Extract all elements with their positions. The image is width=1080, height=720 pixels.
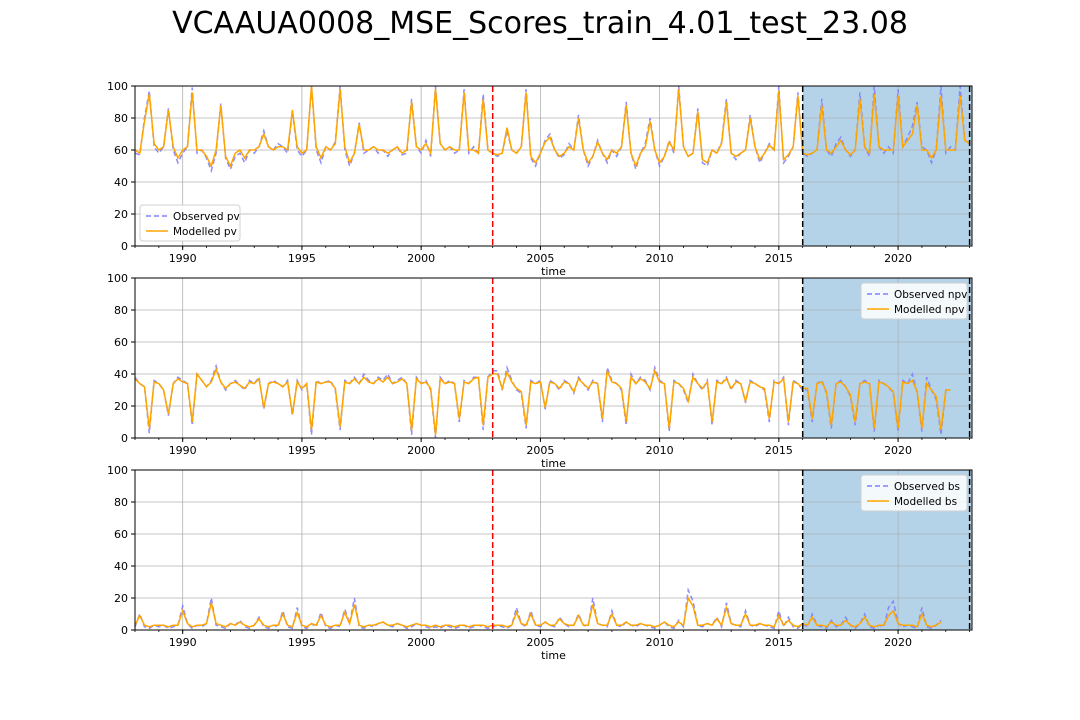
panel-npv: 0 20 40 60 80 100 1990 1995 2000 2005 2010 2015 2020… — [107, 272, 973, 470]
axes-frame — [134, 277, 973, 439]
y-tick-label: 80 — [114, 496, 128, 509]
x-tick-label: 2010 — [646, 444, 674, 457]
y-tick-label: 40 — [114, 176, 128, 189]
x-tick-label: 1990 — [169, 444, 197, 457]
figure-title: VCAAUA0008_MSE_Scores_train_4.01_test_23… — [172, 6, 908, 41]
y-tick-label: 60 — [114, 144, 128, 157]
legend-box — [860, 474, 968, 512]
y-tick-label: 100 — [107, 80, 128, 93]
legend-label: Modelled bs — [894, 496, 957, 508]
x-tick-label: 2010 — [646, 252, 674, 265]
y-tick-label: 20 — [114, 400, 128, 413]
legend-label: Observed pv — [173, 211, 240, 223]
y-tick-label: 20 — [114, 592, 128, 605]
y-tick-label: 40 — [114, 560, 128, 573]
x-tick-label: 2000 — [407, 444, 435, 457]
x-tick-label: 1995 — [288, 636, 316, 649]
x-tick-label: 2015 — [765, 252, 793, 265]
legend-label: Observed bs — [894, 481, 960, 493]
series-line-modelled-npv — [134, 367, 951, 435]
y-tick-label: 80 — [114, 112, 128, 125]
x-tick-label: 2020 — [884, 252, 912, 265]
x-tick-label: 2000 — [407, 636, 435, 649]
legend-label: Modelled npv — [894, 304, 964, 316]
panel-pv: 0 20 40 60 80 100 1990 1995 2000 2005 2010 2015 2020… — [107, 80, 973, 278]
y-tick-label: 20 — [114, 208, 128, 221]
panel-bs: 0 20 40 60 80 100 1990 1995 2000 2005 2010 2015 2020… — [107, 464, 973, 662]
x-axis-label: time — [541, 649, 566, 662]
legend: Observed pv Modelled pv — [139, 204, 241, 242]
legend: Observed npv Modelled npv — [860, 282, 968, 320]
x-tick-label: 2020 — [884, 636, 912, 649]
x-tick-label: 2000 — [407, 252, 435, 265]
x-tick-label: 2005 — [526, 444, 554, 457]
legend-box — [860, 282, 968, 320]
series-line-modelled-pv — [134, 85, 971, 169]
series-line-observed-bs — [134, 587, 942, 630]
x-tick-label: 2005 — [526, 636, 554, 649]
x-tick-label: 2015 — [765, 636, 793, 649]
y-tick-label: 60 — [114, 528, 128, 541]
y-tick-label: 100 — [107, 272, 128, 285]
legend-label: Modelled pv — [173, 226, 237, 238]
y-tick-label: 40 — [114, 368, 128, 381]
x-tick-label: 1990 — [169, 252, 197, 265]
legend-label: Observed npv — [894, 289, 967, 301]
y-tick-label: 0 — [121, 240, 128, 253]
y-tick-label: 80 — [114, 304, 128, 317]
x-axis-label: time — [541, 265, 566, 278]
x-tick-label: 1990 — [169, 636, 197, 649]
x-tick-label: 1995 — [288, 252, 316, 265]
legend: Observed bs Modelled bs — [860, 474, 968, 512]
y-tick-label: 100 — [107, 464, 128, 477]
x-tick-label: 2020 — [884, 444, 912, 457]
y-tick-label: 0 — [121, 624, 128, 637]
test-period-shading — [802, 86, 972, 246]
x-tick-label: 2015 — [765, 444, 793, 457]
x-tick-label: 2010 — [646, 636, 674, 649]
y-tick-label: 60 — [114, 336, 128, 349]
y-tick-label: 0 — [121, 432, 128, 445]
series-line-modelled-bs — [134, 595, 942, 628]
x-tick-label: 2005 — [526, 252, 554, 265]
legend-box — [139, 204, 241, 242]
x-tick-label: 1995 — [288, 444, 316, 457]
axes-frame — [134, 469, 973, 631]
axes-frame — [134, 85, 973, 247]
x-axis-label: time — [541, 457, 566, 470]
